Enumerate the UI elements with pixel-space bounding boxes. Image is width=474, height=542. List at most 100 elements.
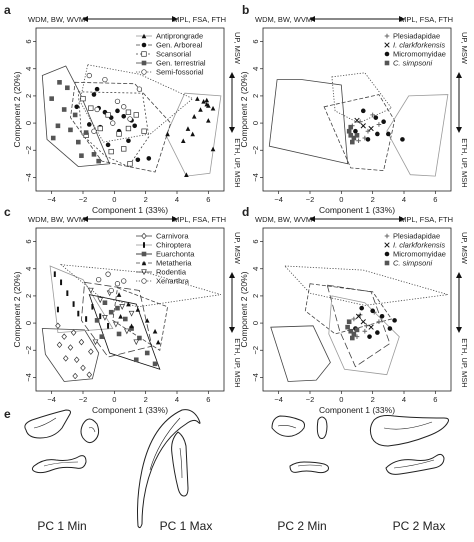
data-point xyxy=(105,271,111,277)
top-left-label: WDM, BW, WVM xyxy=(28,15,85,24)
pc1-min-label: PC 1 Min xyxy=(37,519,86,533)
data-point xyxy=(80,364,86,372)
data-point xyxy=(77,310,80,317)
x-tick-label: −2 xyxy=(306,395,315,404)
data-point xyxy=(116,292,122,297)
convex-hull xyxy=(112,287,169,351)
data-point xyxy=(346,128,352,134)
legend-label: Chiroptera xyxy=(156,241,192,250)
data-point xyxy=(127,116,133,122)
data-point xyxy=(56,306,59,313)
data-point xyxy=(368,324,374,330)
legend-marker xyxy=(384,42,390,48)
panel-c: c −4 −2 0 2 4 6 −4 −2 0 2 4 6 Component 1 (33%) Compo… xyxy=(4,205,242,415)
data-point xyxy=(108,287,114,294)
data-point xyxy=(351,316,357,322)
x-tick-label: 2 xyxy=(144,195,148,204)
legend-label: Micromomyidae xyxy=(393,250,446,259)
convex-hull xyxy=(386,94,449,177)
x-tick-label: 4 xyxy=(175,195,179,204)
data-point xyxy=(365,128,371,134)
data-point xyxy=(359,305,365,311)
convex-hull xyxy=(328,295,400,376)
data-point xyxy=(119,304,126,310)
data-point xyxy=(155,339,161,345)
data-point xyxy=(354,327,360,333)
panel-d: d −4 −2 0 2 4 6 −4 −2 0 2 4 6 Component 1 (33%) Compo… xyxy=(239,205,469,415)
data-point xyxy=(348,133,354,138)
data-point xyxy=(135,157,141,163)
convex-hull xyxy=(283,265,449,306)
legend-label: Xenarthra xyxy=(156,277,190,286)
y-tick-label: −4 xyxy=(24,373,33,382)
top-arrow-head-right xyxy=(399,216,405,222)
side-arrow-head-bottom xyxy=(456,127,462,133)
data-point xyxy=(91,128,97,134)
data-point xyxy=(346,319,352,325)
y-tick-label: −2 xyxy=(251,146,260,155)
legend-label: Scansorial xyxy=(156,50,191,59)
data-point xyxy=(360,108,366,114)
data-point xyxy=(136,86,143,92)
y-tick-label: 0 xyxy=(251,121,260,125)
x-tick-label: −2 xyxy=(79,195,88,204)
data-point xyxy=(53,271,56,277)
data-point xyxy=(348,328,354,334)
data-point xyxy=(190,131,195,137)
data-point xyxy=(61,107,67,112)
data-point xyxy=(121,278,127,284)
top-left-label: WDM, BW, WVM xyxy=(28,215,85,224)
data-point xyxy=(57,80,62,85)
data-point xyxy=(55,123,61,129)
side-arrow-head-top xyxy=(456,72,462,78)
panel-e: e xyxy=(4,407,449,533)
y-tick-label: 2 xyxy=(251,294,260,298)
legend-marker xyxy=(141,60,147,66)
legend-label: C. simpsoni xyxy=(393,259,433,268)
data-point xyxy=(152,328,158,334)
convex-hull xyxy=(59,264,222,308)
data-point xyxy=(61,333,67,340)
data-point xyxy=(73,356,80,363)
data-point xyxy=(72,301,75,307)
legend-marker xyxy=(141,51,147,57)
data-point xyxy=(125,109,132,115)
data-point xyxy=(204,97,210,103)
legend-label: Semi-fossorial xyxy=(156,68,204,77)
y-tick-label: −2 xyxy=(251,346,260,355)
data-point xyxy=(386,131,391,137)
data-point xyxy=(94,318,100,323)
pc2-max-label: PC 2 Max xyxy=(393,519,446,533)
top-arrow-head-right xyxy=(399,16,405,22)
data-point xyxy=(67,344,74,351)
data-point xyxy=(74,104,80,110)
data-point xyxy=(126,301,131,307)
y-tick-label: 0 xyxy=(24,121,33,125)
convex-hull xyxy=(268,79,349,165)
legend-label: Metatheria xyxy=(156,259,192,268)
side-bottom-label: ETH, UP, MSH xyxy=(460,338,469,387)
legend-label: Micromomyidae xyxy=(393,50,446,59)
convex-hull xyxy=(323,94,396,172)
x-tick-label: 0 xyxy=(112,395,116,404)
data-point xyxy=(137,335,142,341)
data-point xyxy=(91,92,97,97)
data-point xyxy=(70,329,77,336)
data-point xyxy=(56,341,63,349)
legend-marker xyxy=(141,251,147,257)
y-tick-label: −2 xyxy=(24,146,33,155)
data-point xyxy=(86,72,92,79)
data-point xyxy=(91,303,94,310)
data-point xyxy=(360,123,366,129)
pc2-max-bone-drawing xyxy=(369,415,449,475)
data-point xyxy=(80,95,86,102)
x-tick-label: 6 xyxy=(433,195,437,204)
data-point xyxy=(126,138,131,144)
convex-hull xyxy=(79,64,194,143)
pc2-min-label: PC 2 Min xyxy=(277,519,326,533)
panel-e-letter: e xyxy=(4,407,11,421)
data-point xyxy=(376,319,382,325)
data-point xyxy=(387,326,393,331)
data-point xyxy=(210,105,216,111)
